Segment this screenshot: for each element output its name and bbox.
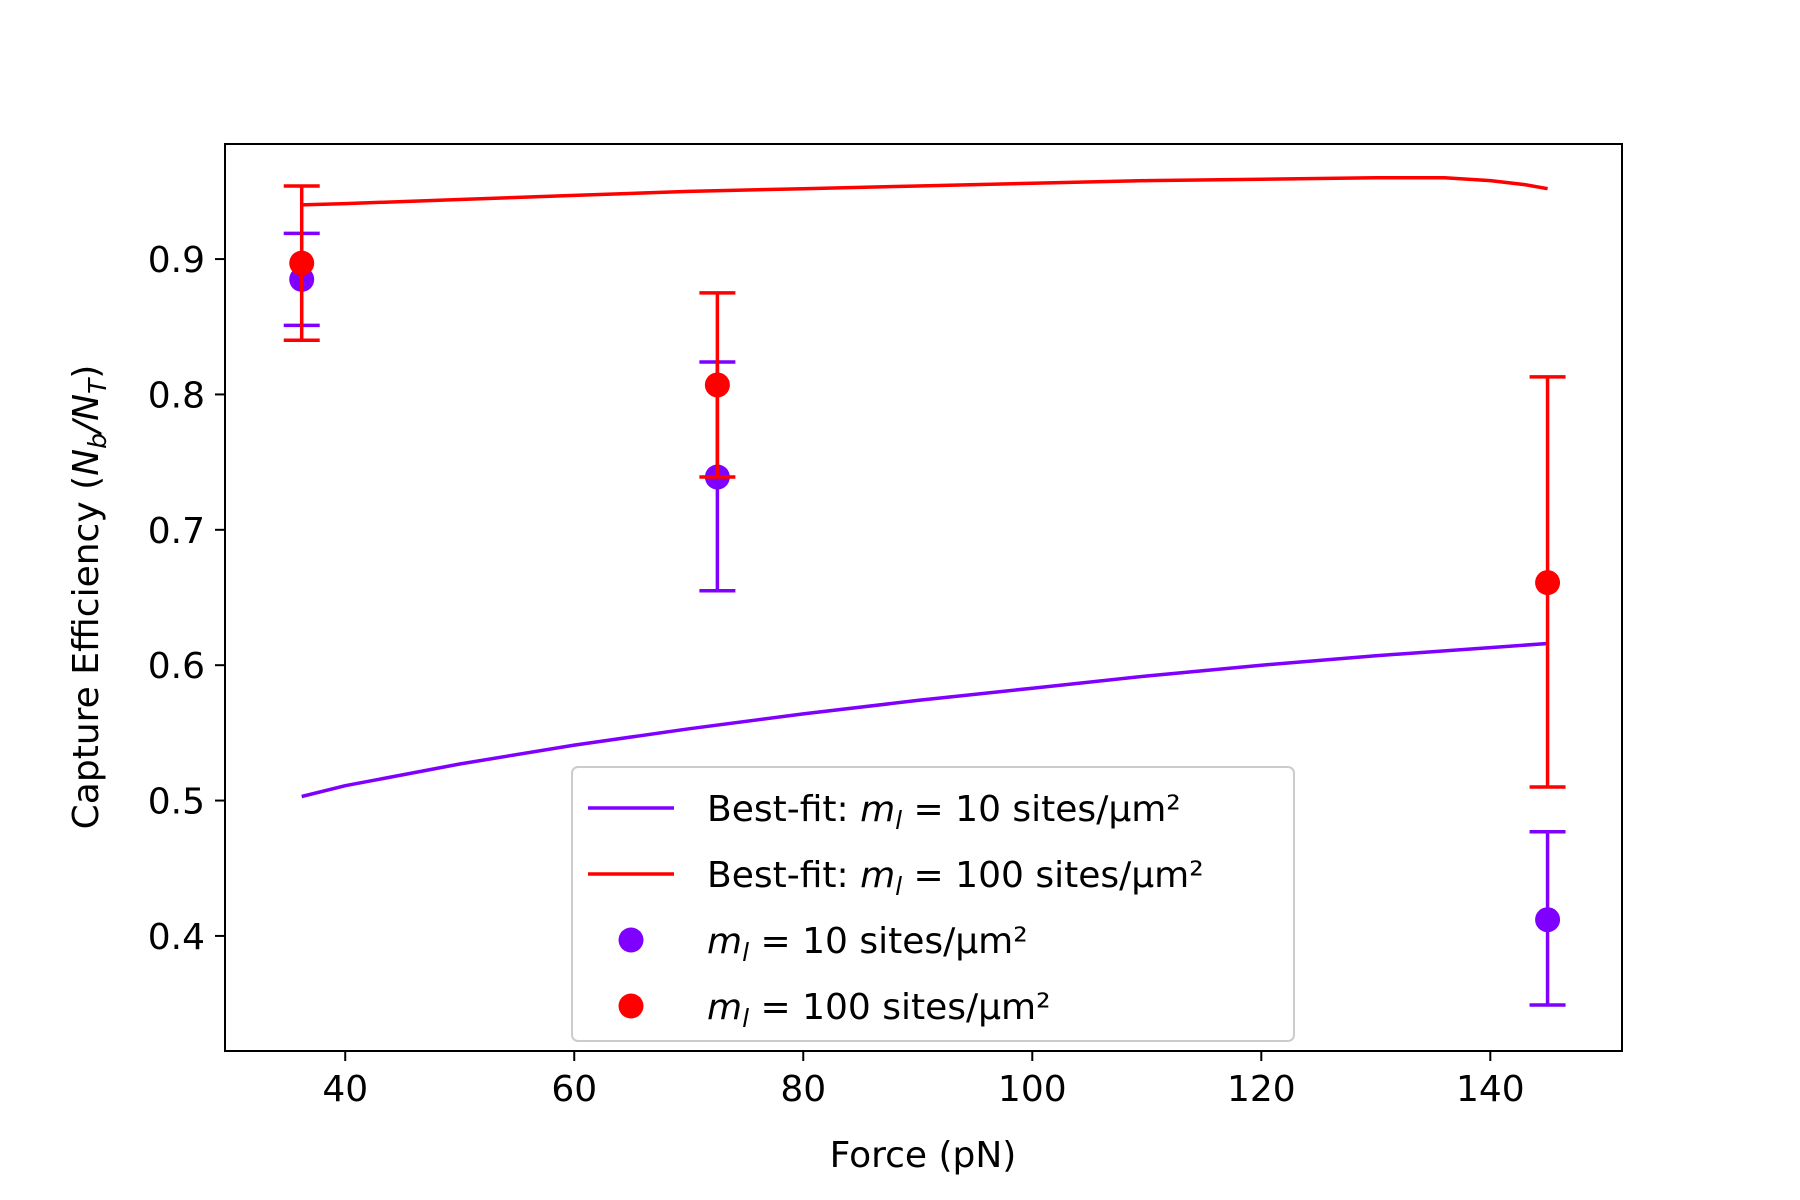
legend-box [571, 766, 1295, 1042]
legend-label: Best-fit: ml = 10 sites/µm² [707, 789, 1181, 835]
x-tick-label: 80 [780, 1069, 826, 1110]
y-tick-label: 0.9 [148, 240, 205, 281]
x-tick-label: 40 [322, 1069, 368, 1110]
best-fit-line-2 [301, 176, 1548, 207]
legend-label: Best-fit: ml = 100 sites/µm² [707, 855, 1204, 901]
y-tick-label: 0.5 [148, 782, 205, 823]
x-tick-label: 100 [998, 1069, 1067, 1110]
data-point [704, 372, 730, 398]
legend: Best-fit: ml = 10 sites/µm² Best-fit: ml … [571, 766, 1295, 1042]
legend-marker-swatch [618, 993, 644, 1019]
x-axis-label: Force (pN) [830, 1135, 1017, 1176]
y-axis-label: Capture Efficiency (Nb/NT) [66, 365, 112, 830]
legend-entry: Best-fit: ml = 10 sites/µm² [588, 789, 1181, 835]
y-tick-label: 0.8 [148, 375, 205, 416]
y-axis: 0.4 0.5 0.6 0.7 0.8 0.9 [148, 240, 225, 958]
x-tick-label: 120 [1227, 1069, 1296, 1110]
data-point-group [1529, 375, 1566, 789]
data-point-group [283, 184, 320, 343]
data-point [289, 250, 315, 276]
legend-entry: ml = 10 sites/µm² [618, 921, 1028, 967]
x-tick-label: 140 [1456, 1069, 1525, 1110]
data-point-group [1529, 829, 1566, 1007]
plot-frame [224, 143, 1623, 1052]
data-point-group [699, 291, 736, 479]
legend-label: ml = 100 sites/µm² [707, 987, 1051, 1033]
data-point [1535, 570, 1561, 596]
y-tick-label: 0.7 [148, 511, 205, 552]
legend-entry: Best-fit: ml = 100 sites/µm² [588, 855, 1204, 901]
x-tick-label: 60 [551, 1069, 597, 1110]
y-tick-label: 0.6 [148, 646, 205, 687]
legend-label: ml = 10 sites/µm² [707, 921, 1028, 967]
x-axis: 40 60 80 100 120 140 [322, 1051, 1525, 1110]
y-tick-label: 0.4 [148, 917, 205, 958]
data-point [1535, 907, 1561, 933]
legend-marker-swatch [618, 927, 644, 953]
plot-area [283, 176, 1566, 1007]
legend-entry: ml = 100 sites/µm² [618, 987, 1051, 1033]
best-fit-line-1 [301, 641, 1548, 799]
